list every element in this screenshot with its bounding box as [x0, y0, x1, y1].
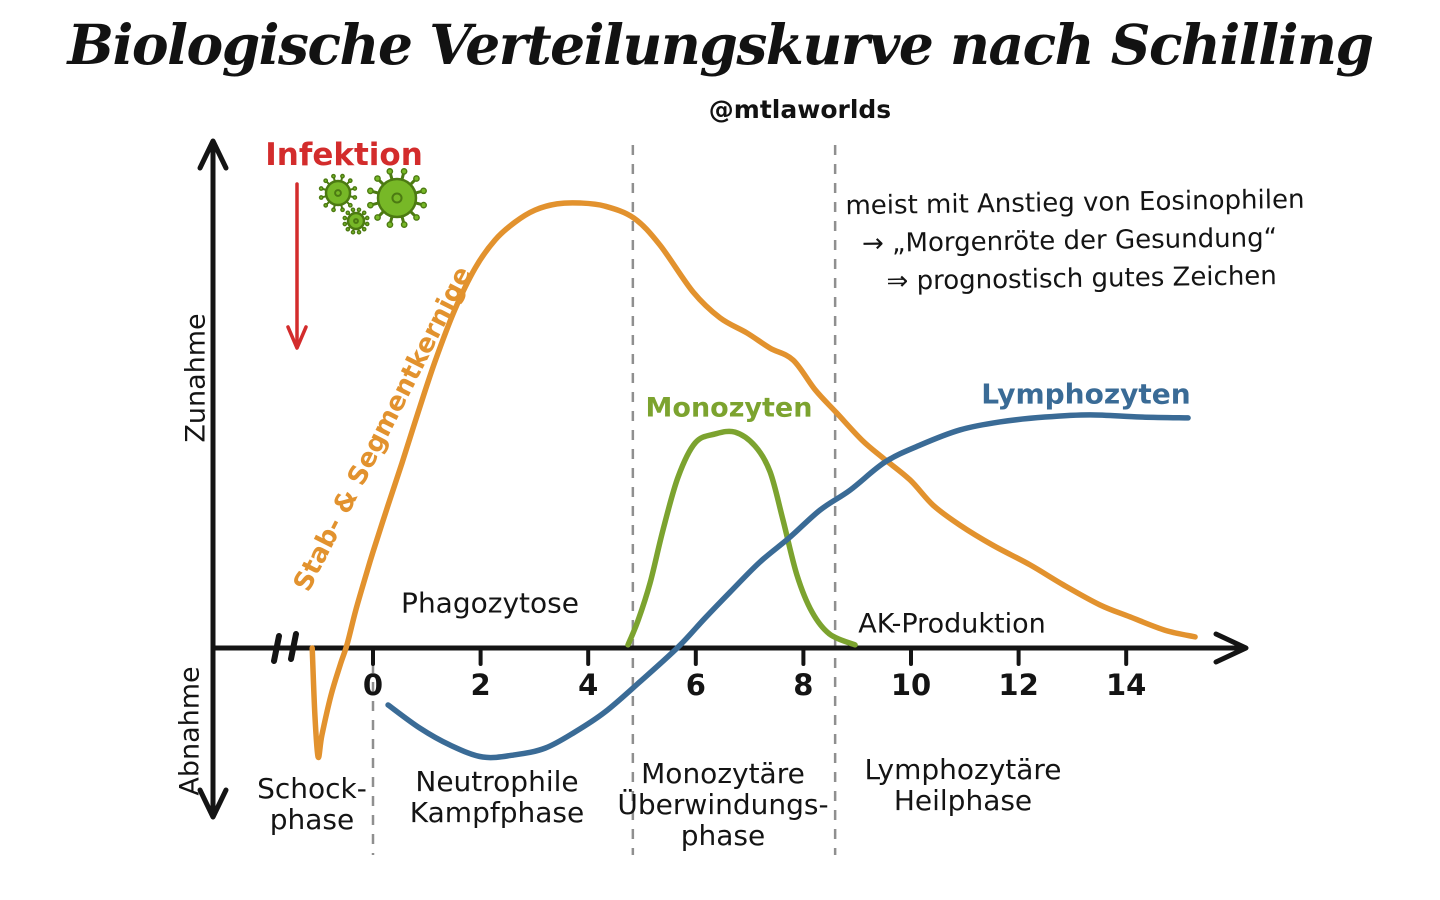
note-line-1: meist mit Anstieg von Eosinophilen [845, 184, 1305, 222]
author-handle: @mtlaworlds [708, 95, 892, 124]
axis-break-icon [288, 631, 299, 662]
x-tick-label: 0 [362, 668, 384, 702]
note-line-2: → „Morgenröte der Gesundung“ [861, 223, 1278, 259]
x-tick-label: 8 [793, 668, 814, 702]
page-title: Biologische Verteilungskurve nach Schill… [67, 12, 1374, 77]
eosinophils-note: meist mit Anstieg von Eosinophilen → „Mo… [845, 181, 1306, 301]
x-tick-label: 4 [578, 668, 599, 702]
infection-label: Infektion [265, 137, 423, 173]
x-tick-label: 10 [890, 668, 932, 702]
virus-icon [367, 168, 427, 228]
lymphozyten-curve [385, 412, 1191, 761]
note-line-3: ⇒ prognostisch gutes Zeichen [886, 261, 1278, 297]
virus-icon [342, 207, 370, 235]
phase-label-lymphozytaere-heilphase: Lymphozytäre Heilphase [864, 753, 1062, 817]
arrow-up-icon [197, 138, 229, 171]
stab-und-segmentkernige-curve [309, 200, 1198, 761]
phase-label-monozytaere-ueberwindungsphase: Monozytäre Überwindungs- phase [617, 757, 829, 852]
x-tick-label: 12 [998, 668, 1039, 702]
arrow-right-icon [1213, 631, 1249, 665]
region-label-phagozytose: Phagozytose [401, 586, 579, 620]
phase-label-schockphase: Schock- phase [257, 772, 367, 836]
infection-arrow-head [286, 325, 308, 350]
phase-label-neutrophile-kampfphase: Neutrophile Kampfphase [409, 765, 585, 829]
virus-icon [318, 173, 358, 213]
series-label-lymphocytes: Lymphozyten [981, 377, 1191, 411]
x-tick-label: 6 [685, 668, 706, 702]
x-tick-label: 14 [1106, 668, 1147, 702]
monozyten-curve [625, 428, 858, 648]
series-label-monocytes: Monozyten [645, 392, 813, 424]
arrow-down-icon [197, 787, 229, 820]
region-label-ak-produktion: AK-Produktion [858, 608, 1046, 640]
y-axis-label-decrease: Abnahme [174, 666, 206, 796]
x-tick-label: 2 [470, 668, 491, 702]
axis-break-icon [271, 633, 282, 664]
y-axis-label-increase: Zunahme [180, 313, 212, 443]
